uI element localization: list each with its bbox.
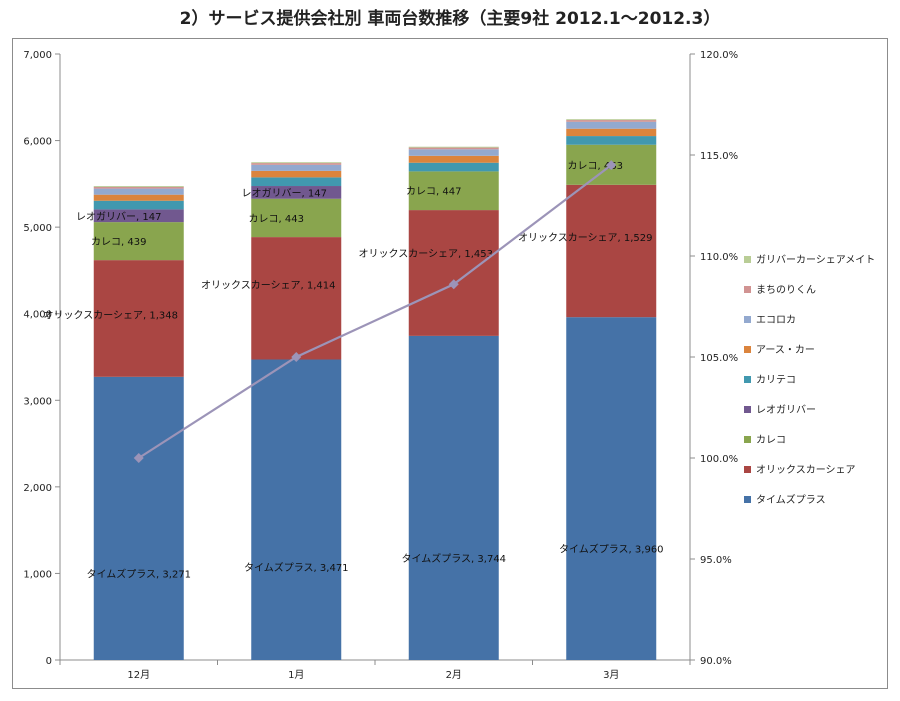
y-tick-label: 6,000 xyxy=(23,137,52,148)
data-label: オリックスカーシェア, 1,348 xyxy=(44,309,179,321)
legend-label: カレコ xyxy=(756,434,786,446)
bar-segment xyxy=(566,120,657,122)
legend-swatch xyxy=(744,256,751,263)
x-tick-label: 12月 xyxy=(127,669,150,681)
line-point-marker xyxy=(133,453,144,463)
legend-label: まちのりくん xyxy=(756,284,816,296)
legend-swatch xyxy=(744,346,751,353)
bar-segment xyxy=(408,149,499,156)
bar-segment xyxy=(251,186,342,199)
data-label: オリックスカーシェア, 1,414 xyxy=(201,279,336,291)
legend-label: エコロカ xyxy=(756,314,796,326)
data-label: オリックスカーシェア, 1,453 xyxy=(359,248,494,260)
bar-segment xyxy=(93,222,184,261)
y-tick-label: 4,000 xyxy=(23,310,52,321)
line-point-marker xyxy=(606,160,617,171)
bar-segment xyxy=(93,200,184,210)
x-tick-label: 2月 xyxy=(446,669,462,681)
legend-swatch xyxy=(744,316,751,323)
y2-tick-label: 90.0% xyxy=(700,656,732,667)
data-label: レオガリバー, 147 xyxy=(242,187,327,199)
stacked-bar-line-chart: 0 1,000 2,000 3,000 4,000 5,000 6,000 7,000 90.0… xyxy=(23,50,875,681)
bar-segment xyxy=(251,198,342,238)
line-series xyxy=(138,164,612,459)
data-label: カレコ, 443 xyxy=(249,213,304,225)
bar-segment xyxy=(93,186,184,189)
legend-label: アース・カー xyxy=(756,344,815,356)
legend-swatch xyxy=(744,466,751,473)
y-tick-label: 0 xyxy=(46,656,52,667)
legend-label: レオガリバー xyxy=(756,404,816,416)
y-tick-label: 1,000 xyxy=(23,569,52,580)
data-label: オリックスカーシェア, 1,529 xyxy=(518,232,653,244)
data-label: タイムズプラス, 3,960 xyxy=(559,543,664,556)
y2-tick-label: 115.0% xyxy=(700,151,738,162)
legend-swatch xyxy=(744,496,751,503)
legend-label: ガリバーカーシェアメイト xyxy=(756,254,875,266)
data-label: タイムズプラス, 3,271 xyxy=(86,567,191,580)
bar-segment xyxy=(566,317,657,660)
y2-tick-label: 110.0% xyxy=(700,252,738,263)
legend-label: タイムズプラス xyxy=(756,493,826,506)
bar-segment xyxy=(566,128,657,137)
chart-frame: 0 1,000 2,000 3,000 4,000 5,000 6,000 7,000 90.0… xyxy=(12,38,888,689)
bar-segment xyxy=(408,146,499,148)
bar-segment xyxy=(566,119,657,121)
line-point-marker xyxy=(448,279,459,290)
y2-tick-label: 105.0% xyxy=(700,353,738,364)
bar-segment xyxy=(251,162,342,164)
legend-swatch xyxy=(744,286,751,293)
bar-segment xyxy=(251,170,342,178)
bar-segment xyxy=(408,210,499,336)
bar-segment xyxy=(408,335,499,660)
bar-segment xyxy=(251,163,342,165)
y2-tick-label: 120.0% xyxy=(700,50,738,61)
y-tick-label: 7,000 xyxy=(23,50,52,61)
bar-segment xyxy=(251,164,342,171)
bar-segment xyxy=(93,260,184,377)
bar-segment xyxy=(408,162,499,172)
legend-swatch xyxy=(744,436,751,443)
data-label: カレコ, 447 xyxy=(406,186,461,198)
y-tick-label: 5,000 xyxy=(23,223,52,234)
legend-label: カリテコ xyxy=(756,374,796,386)
y2-tick-label: 100.0% xyxy=(700,454,738,465)
bar-segment xyxy=(93,186,184,187)
y-tick-label: 2,000 xyxy=(23,483,52,494)
page-title: 2）サービス提供会社別 車両台数推移（主要9社 2012.1～2012.3） xyxy=(179,9,721,29)
bar-segment xyxy=(408,147,499,150)
bar-segment xyxy=(566,121,657,129)
bar-segment xyxy=(566,136,657,145)
legend-swatch xyxy=(744,376,751,383)
bar-segment xyxy=(251,237,342,360)
data-label: レオガリバー, 147 xyxy=(76,211,161,223)
bar-segment xyxy=(251,359,342,660)
x-tick-label: 1月 xyxy=(288,669,304,681)
bar-segment xyxy=(93,209,184,223)
legend-label: オリックスカーシェア xyxy=(756,464,856,476)
y2-tick-label: 95.0% xyxy=(700,555,732,566)
x-tick-label: 3月 xyxy=(603,669,619,681)
bar-segment xyxy=(251,177,342,187)
data-label: タイムズプラス, 3,744 xyxy=(401,552,506,565)
data-label: カレコ, 439 xyxy=(91,236,146,248)
bar-segment xyxy=(93,188,184,195)
bar-segment xyxy=(566,184,657,318)
y-tick-label: 3,000 xyxy=(23,396,52,407)
legend-swatch xyxy=(744,406,751,413)
bar-segment xyxy=(93,194,184,201)
bar-segment xyxy=(408,171,499,211)
bar-segment xyxy=(93,376,184,660)
bar-segment xyxy=(408,155,499,163)
data-label: タイムズプラス, 3,471 xyxy=(244,561,349,574)
line-point-marker xyxy=(291,352,302,362)
